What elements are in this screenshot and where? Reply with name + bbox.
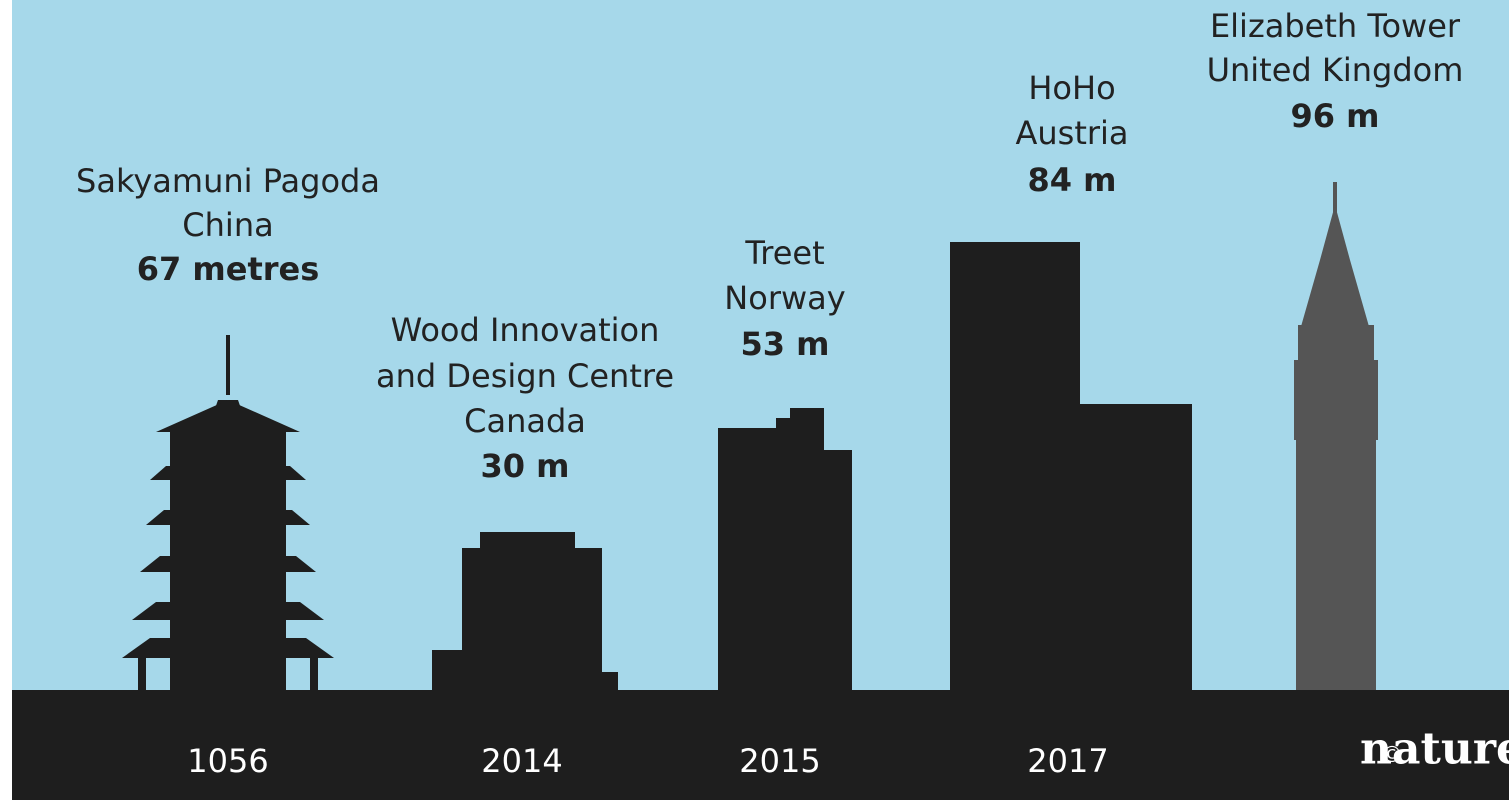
hoho-silhouette bbox=[950, 242, 1192, 690]
post bbox=[138, 655, 146, 690]
building-country: Canada bbox=[464, 402, 586, 440]
building-height: 30 m bbox=[480, 447, 569, 485]
building-name: Treet bbox=[744, 234, 824, 272]
building-name: and Design Centre bbox=[376, 357, 674, 395]
building-height: 96 m bbox=[1290, 97, 1379, 135]
roof bbox=[1300, 205, 1370, 330]
block bbox=[1078, 404, 1192, 690]
eave bbox=[146, 510, 310, 525]
building-height: 53 m bbox=[740, 325, 829, 363]
building-country: United Kingdom bbox=[1207, 51, 1464, 89]
year: 1056 bbox=[187, 742, 268, 780]
block bbox=[718, 428, 778, 690]
shaft bbox=[1296, 438, 1376, 690]
treet-silhouette bbox=[718, 408, 852, 690]
block bbox=[462, 548, 602, 690]
credit-name: nature bbox=[1360, 724, 1509, 775]
credit-symbol: © bbox=[1381, 743, 1403, 768]
block bbox=[600, 672, 618, 690]
block bbox=[776, 418, 792, 690]
roof bbox=[156, 400, 300, 432]
eave bbox=[122, 638, 334, 658]
block bbox=[822, 450, 852, 690]
wood-centre-silhouette bbox=[432, 532, 618, 690]
clock-stage bbox=[1294, 360, 1378, 440]
building-country: Austria bbox=[1015, 114, 1128, 152]
block bbox=[950, 242, 1080, 690]
belfry bbox=[1298, 325, 1374, 365]
spire bbox=[226, 335, 230, 395]
spire bbox=[1333, 182, 1337, 212]
year: 2017 bbox=[1027, 742, 1108, 780]
eave bbox=[140, 556, 316, 572]
year: 2014 bbox=[481, 742, 562, 780]
building-height: 84 m bbox=[1027, 161, 1116, 199]
ground bbox=[12, 690, 1509, 800]
block bbox=[790, 408, 824, 690]
building-country: China bbox=[182, 206, 273, 244]
eave bbox=[132, 602, 324, 620]
block bbox=[432, 650, 464, 690]
year: 2015 bbox=[739, 742, 820, 780]
building-country: Norway bbox=[724, 279, 845, 317]
post bbox=[310, 655, 318, 690]
pagoda-silhouette bbox=[122, 335, 334, 690]
building-name: Elizabeth Tower bbox=[1210, 7, 1461, 45]
eave bbox=[150, 466, 306, 480]
building-height: 67 metres bbox=[137, 250, 320, 288]
building-name: Wood Innovation bbox=[391, 311, 660, 349]
elizabeth-tower-silhouette bbox=[1294, 182, 1378, 690]
building-name: HoHo bbox=[1028, 69, 1115, 107]
building-name: Sakyamuni Pagoda bbox=[76, 162, 380, 200]
block bbox=[480, 532, 575, 552]
labels: Sakyamuni Pagoda China 67 metres Wood In… bbox=[76, 7, 1509, 780]
